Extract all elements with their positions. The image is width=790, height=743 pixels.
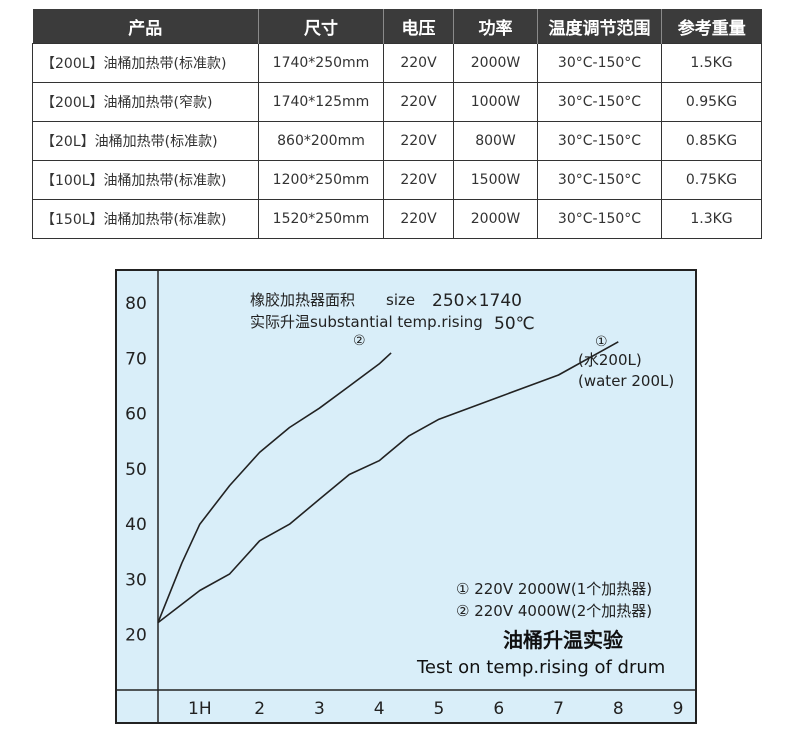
x-tick-label: 9 [673,699,684,719]
info-size-value: 250×1740 [432,291,522,311]
header-product: 产品 [32,9,259,44]
cell-product: 【100L】油桶加热带(标准款) [32,160,259,200]
x-tick-label: 2 [254,699,265,719]
series1-label-en: (water 200L) [578,372,674,390]
info-temp: 50℃ [494,314,535,334]
cell-voltage: 220V [383,43,454,83]
legend-series1: ① 220V 2000W(1个加热器) [456,580,652,598]
y-tick-label: 80 [125,294,147,314]
cell-weight: 1.5KG [661,43,762,83]
table-row: 【20L】油桶加热带(标准款) 860*200mm 220V 800W 30°C… [32,121,762,161]
y-tick-label: 50 [125,460,147,480]
y-tick-label: 40 [125,515,147,535]
series-lines [157,341,619,624]
x-tick-label: 3 [314,699,325,719]
y-tick-labels: 20 30 40 50 60 70 80 [125,294,147,646]
cell-temp-range: 30°C-150°C [537,121,662,161]
x-tick-label: 7 [553,699,564,719]
series-line-1 [157,341,619,624]
cell-voltage: 220V [383,199,454,239]
chart-title-en: Test on temp.rising of drum [416,657,665,678]
cell-product: 【20L】油桶加热带(标准款) [32,121,259,161]
series-line-2 [157,352,392,623]
table-header-row: 产品 尺寸 电压 功率 温度调节范围 参考重量 [32,9,762,44]
cell-product: 【150L】油桶加热带(标准款) [32,199,259,239]
cell-size: 1740*250mm [258,43,384,83]
info-rising: 实际升温substantial temp.rising [250,313,483,331]
cell-temp-range: 30°C-150°C [537,43,662,83]
x-tick-label: 4 [374,699,385,719]
chart-title-cn: 油桶升温实验 [503,628,623,652]
cell-power: 800W [453,121,538,161]
table-row: 【200L】油桶加热带(标准款) 1740*250mm 220V 2000W 3… [32,43,762,83]
y-tick-label: 60 [125,405,147,425]
info-area-cn: 橡胶加热器面积 [250,291,355,309]
cell-power: 2000W [453,43,538,83]
cell-weight: 0.95KG [661,82,762,122]
header-temp-range: 温度调节范围 [537,9,662,44]
header-weight: 参考重量 [661,9,762,44]
cell-weight: 0.85KG [661,121,762,161]
cell-size: 1520*250mm [258,199,384,239]
chart-background [115,269,697,724]
header-voltage: 电压 [383,9,454,44]
x-tick-labels: 1H 2 3 4 5 6 7 8 9 [188,699,683,719]
x-tick-label: 5 [434,699,445,719]
x-tick-label: 6 [493,699,504,719]
cell-weight: 1.3KG [661,199,762,239]
cell-weight: 0.75KG [661,160,762,200]
series1-marker: ① [595,334,608,350]
header-power: 功率 [453,9,538,44]
series1-label-cn: (水200L) [578,351,642,369]
cell-temp-range: 30°C-150°C [537,82,662,122]
y-tick-label: 20 [125,626,147,646]
y-tick-label: 70 [125,349,147,369]
x-tick-label: 1H [188,699,212,719]
series2-marker: ② [353,333,366,349]
legend-series2: ② 220V 4000W(2个加热器) [456,602,652,620]
y-tick-label: 30 [125,570,147,590]
spec-table: 产品 尺寸 电压 功率 温度调节范围 参考重量 【200L】油桶加热带(标准款)… [32,9,762,239]
cell-power: 1500W [453,160,538,200]
table-row: 【200L】油桶加热带(窄款) 1740*125mm 220V 1000W 30… [32,82,762,122]
cell-product: 【200L】油桶加热带(窄款) [32,82,259,122]
cell-power: 2000W [453,199,538,239]
header-size: 尺寸 [258,9,384,44]
cell-size: 1200*250mm [258,160,384,200]
x-tick-label: 8 [613,699,624,719]
cell-power: 1000W [453,82,538,122]
table-row: 【150L】油桶加热带(标准款) 1520*250mm 220V 2000W 3… [32,199,762,239]
cell-product: 【200L】油桶加热带(标准款) [32,43,259,83]
info-size-label: size [386,291,415,309]
